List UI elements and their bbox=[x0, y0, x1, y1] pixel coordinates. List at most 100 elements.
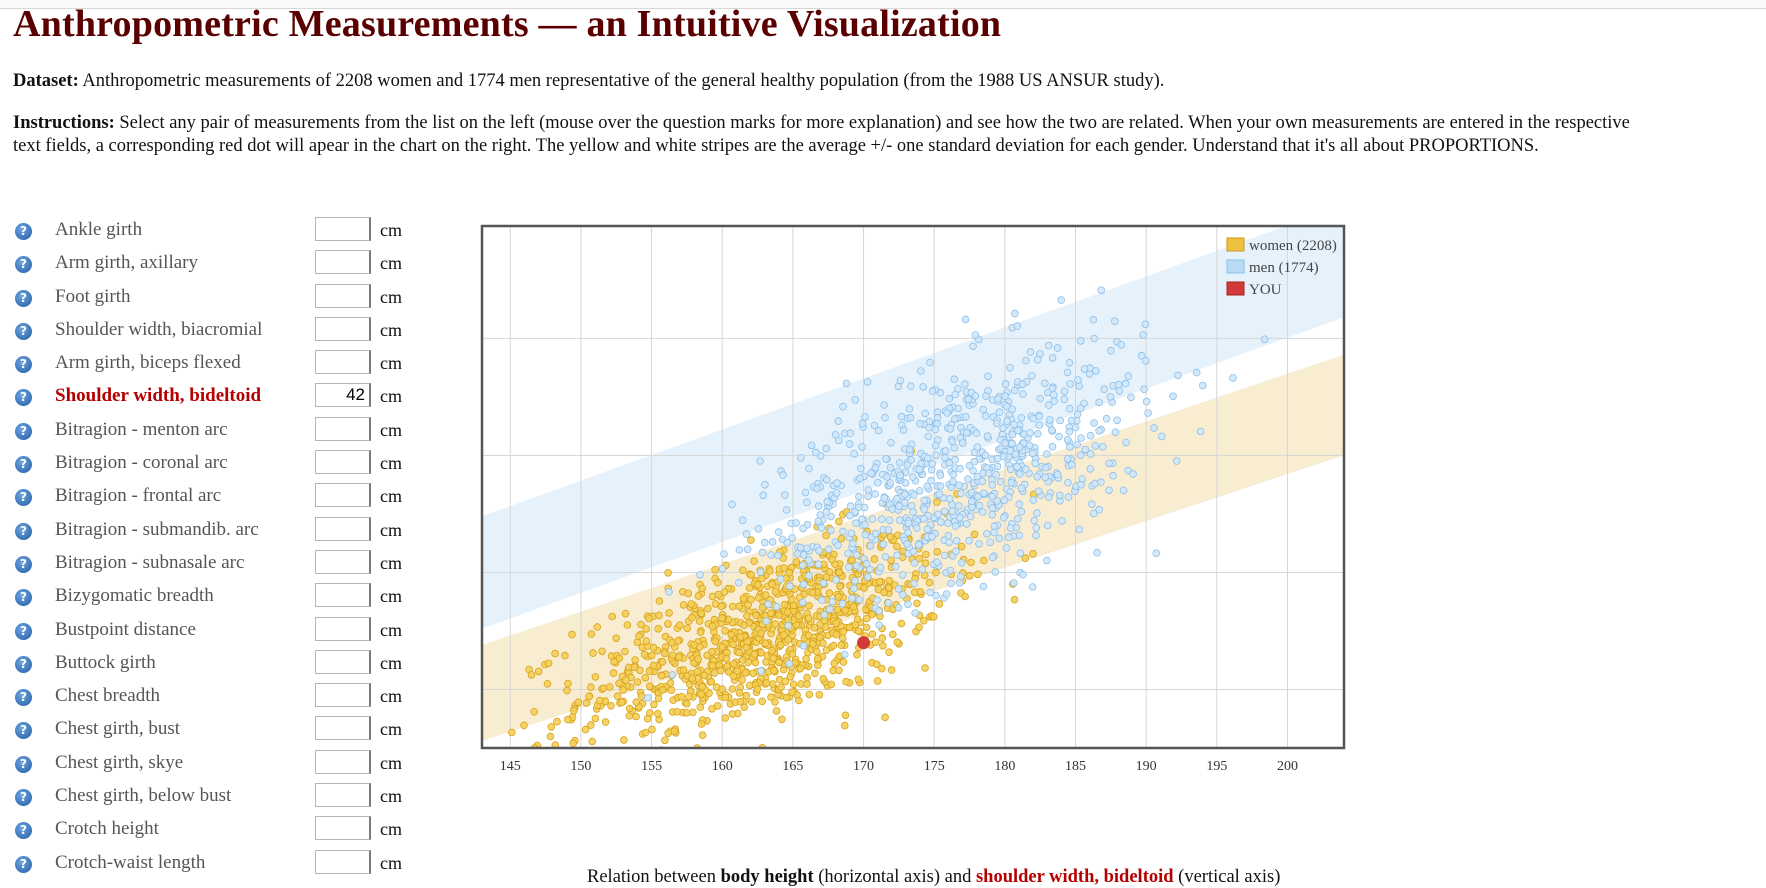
measurement-label[interactable]: Shoulder width, biacromial bbox=[55, 318, 263, 340]
men-point bbox=[886, 479, 895, 487]
men-point bbox=[896, 471, 904, 480]
help-icon[interactable]: ? bbox=[15, 522, 32, 540]
measurement-input[interactable] bbox=[315, 783, 371, 808]
help-icon[interactable]: ? bbox=[15, 322, 32, 340]
men-point bbox=[945, 538, 953, 547]
help-icon[interactable]: ? bbox=[15, 489, 32, 507]
women-point bbox=[803, 673, 811, 682]
measurement-label[interactable]: Chest girth, below bust bbox=[55, 785, 232, 807]
measurement-input[interactable] bbox=[315, 283, 371, 308]
men-point bbox=[1137, 351, 1146, 360]
help-icon[interactable]: ? bbox=[15, 689, 32, 707]
women-point bbox=[727, 630, 736, 639]
help-icon[interactable]: ? bbox=[15, 622, 32, 640]
measurement-label[interactable]: Crotch-waist length bbox=[55, 851, 206, 873]
measurement-input[interactable] bbox=[315, 583, 371, 608]
help-icon[interactable]: ? bbox=[15, 722, 32, 740]
women-point bbox=[582, 699, 591, 707]
measurement-label[interactable]: Arm girth, biceps flexed bbox=[55, 352, 241, 374]
help-icon[interactable]: ? bbox=[15, 589, 32, 607]
measurement-input[interactable] bbox=[315, 217, 371, 241]
measurement-label[interactable]: Chest girth, bust bbox=[55, 718, 181, 740]
men-point bbox=[1001, 439, 1009, 447]
measurement-input[interactable] bbox=[315, 649, 371, 674]
help-icon[interactable]: ? bbox=[15, 389, 32, 407]
help-icon[interactable]: ? bbox=[15, 822, 32, 840]
x-tick-labels: 145 150 155 160 165 170 175 180 185 190 195 200 bbox=[500, 759, 1298, 774]
measurement-label[interactable]: Foot girth bbox=[55, 285, 131, 307]
men-point bbox=[928, 532, 936, 541]
men-point bbox=[1048, 442, 1057, 451]
help-icon[interactable]: ? bbox=[15, 755, 32, 773]
women-point bbox=[587, 683, 595, 692]
men-point bbox=[668, 671, 677, 679]
men-point bbox=[931, 441, 940, 450]
men-point bbox=[884, 599, 893, 607]
measurement-label[interactable]: Chest girth, skye bbox=[55, 751, 184, 773]
help-icon[interactable]: ? bbox=[15, 456, 32, 474]
men-point bbox=[1015, 443, 1024, 452]
x-tick-label: 150 bbox=[570, 759, 591, 774]
help-icon[interactable]: ? bbox=[15, 422, 32, 440]
measurement-label[interactable]: Shoulder width, bideltoid bbox=[55, 385, 262, 407]
measurement-label[interactable]: Buttock girth bbox=[55, 651, 156, 673]
measurement-input[interactable] bbox=[315, 849, 371, 874]
measurement-label[interactable]: Arm girth, axillary bbox=[55, 252, 198, 274]
men-point bbox=[1089, 509, 1098, 518]
measurement-input[interactable] bbox=[315, 683, 371, 708]
women-point bbox=[808, 588, 817, 597]
men-point bbox=[996, 477, 1005, 486]
measurement-label[interactable]: Bitragion - coronal arc bbox=[55, 452, 228, 474]
measurement-input[interactable] bbox=[315, 250, 371, 275]
measurement-input[interactable] bbox=[315, 749, 371, 774]
help-icon[interactable]: ? bbox=[15, 356, 32, 374]
men-point bbox=[839, 402, 847, 411]
men-point bbox=[1018, 380, 1026, 389]
men-point bbox=[846, 511, 854, 520]
measurement-input[interactable] bbox=[315, 549, 371, 574]
women-point bbox=[621, 609, 630, 618]
help-icon[interactable]: ? bbox=[15, 655, 32, 673]
legend-men-label: men (1774) bbox=[1249, 260, 1319, 276]
help-icon[interactable]: ? bbox=[15, 289, 32, 307]
measurement-label[interactable]: Bizygomatic breadth bbox=[55, 585, 214, 607]
measurement-input[interactable] bbox=[315, 350, 371, 375]
measurement-label[interactable]: Bitragion - menton arc bbox=[55, 418, 228, 440]
men-point bbox=[954, 404, 963, 413]
women-point bbox=[708, 647, 716, 656]
women-point bbox=[619, 686, 627, 694]
measurement-input[interactable] bbox=[315, 316, 371, 341]
help-icon[interactable]: ? bbox=[15, 555, 32, 573]
measurement-row: ? Bitragion - frontal arc cm bbox=[13, 482, 413, 515]
measurement-input[interactable] bbox=[315, 716, 371, 741]
women-point bbox=[862, 623, 871, 632]
women-point bbox=[738, 656, 747, 664]
measurement-label[interactable]: Chest breadth bbox=[55, 685, 161, 707]
men-point bbox=[858, 443, 866, 451]
measurement-label[interactable]: Ankle girth bbox=[55, 219, 143, 240]
measurement-input[interactable] bbox=[315, 383, 371, 408]
men-point bbox=[908, 473, 917, 481]
help-icon[interactable]: ? bbox=[15, 256, 32, 274]
women-point bbox=[803, 680, 811, 688]
measurement-label[interactable]: Bitragion - submandib. arc bbox=[55, 518, 259, 540]
measurement-label[interactable]: Bitragion - subnasale arc bbox=[55, 551, 245, 573]
men-point bbox=[973, 443, 982, 451]
measurement-label[interactable]: Bustpoint distance bbox=[55, 618, 196, 640]
measurement-input[interactable] bbox=[315, 616, 371, 641]
help-icon[interactable]: ? bbox=[15, 789, 32, 807]
measurement-input[interactable] bbox=[315, 816, 371, 841]
measurement-input[interactable] bbox=[315, 516, 371, 541]
measurement-input[interactable] bbox=[315, 450, 371, 475]
help-icon[interactable]: ? bbox=[15, 223, 32, 240]
women-point bbox=[788, 688, 796, 697]
help-icon[interactable]: ? bbox=[15, 855, 32, 873]
measurement-input[interactable] bbox=[315, 416, 371, 441]
measurement-input[interactable] bbox=[315, 483, 371, 508]
women-point bbox=[877, 664, 886, 673]
measurement-label[interactable]: Crotch height bbox=[55, 818, 159, 840]
men-point bbox=[979, 582, 988, 591]
men-point bbox=[820, 610, 829, 619]
measurement-label[interactable]: Bitragion - frontal arc bbox=[55, 485, 222, 507]
women-point bbox=[802, 655, 810, 663]
